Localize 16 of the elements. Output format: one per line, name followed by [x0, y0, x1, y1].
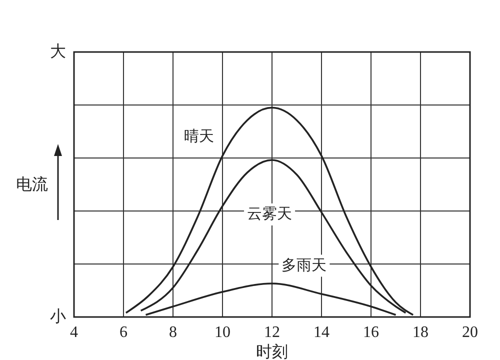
y-axis-title: 电流 — [16, 174, 48, 194]
series-label: 多雨天 — [282, 256, 327, 274]
series-label: 晴天 — [184, 127, 214, 146]
x-tick-label: 12 — [264, 324, 280, 341]
text: 大 — [50, 41, 66, 60]
x-tick-label: 6 — [120, 324, 128, 341]
x-tick-label: 8 — [169, 324, 177, 341]
x-tick-label: 18 — [412, 324, 428, 341]
x-tick-label: 4 — [70, 324, 78, 341]
x-tick-label: 16 — [363, 324, 379, 341]
series-label: 云雾天 — [247, 204, 292, 223]
x-axis-title: 时刻 — [256, 342, 288, 360]
x-tick-label: 10 — [214, 324, 230, 341]
text: 小 — [50, 306, 66, 326]
x-tick-label: 20 — [462, 324, 478, 341]
x-tick-label: 14 — [314, 324, 330, 341]
